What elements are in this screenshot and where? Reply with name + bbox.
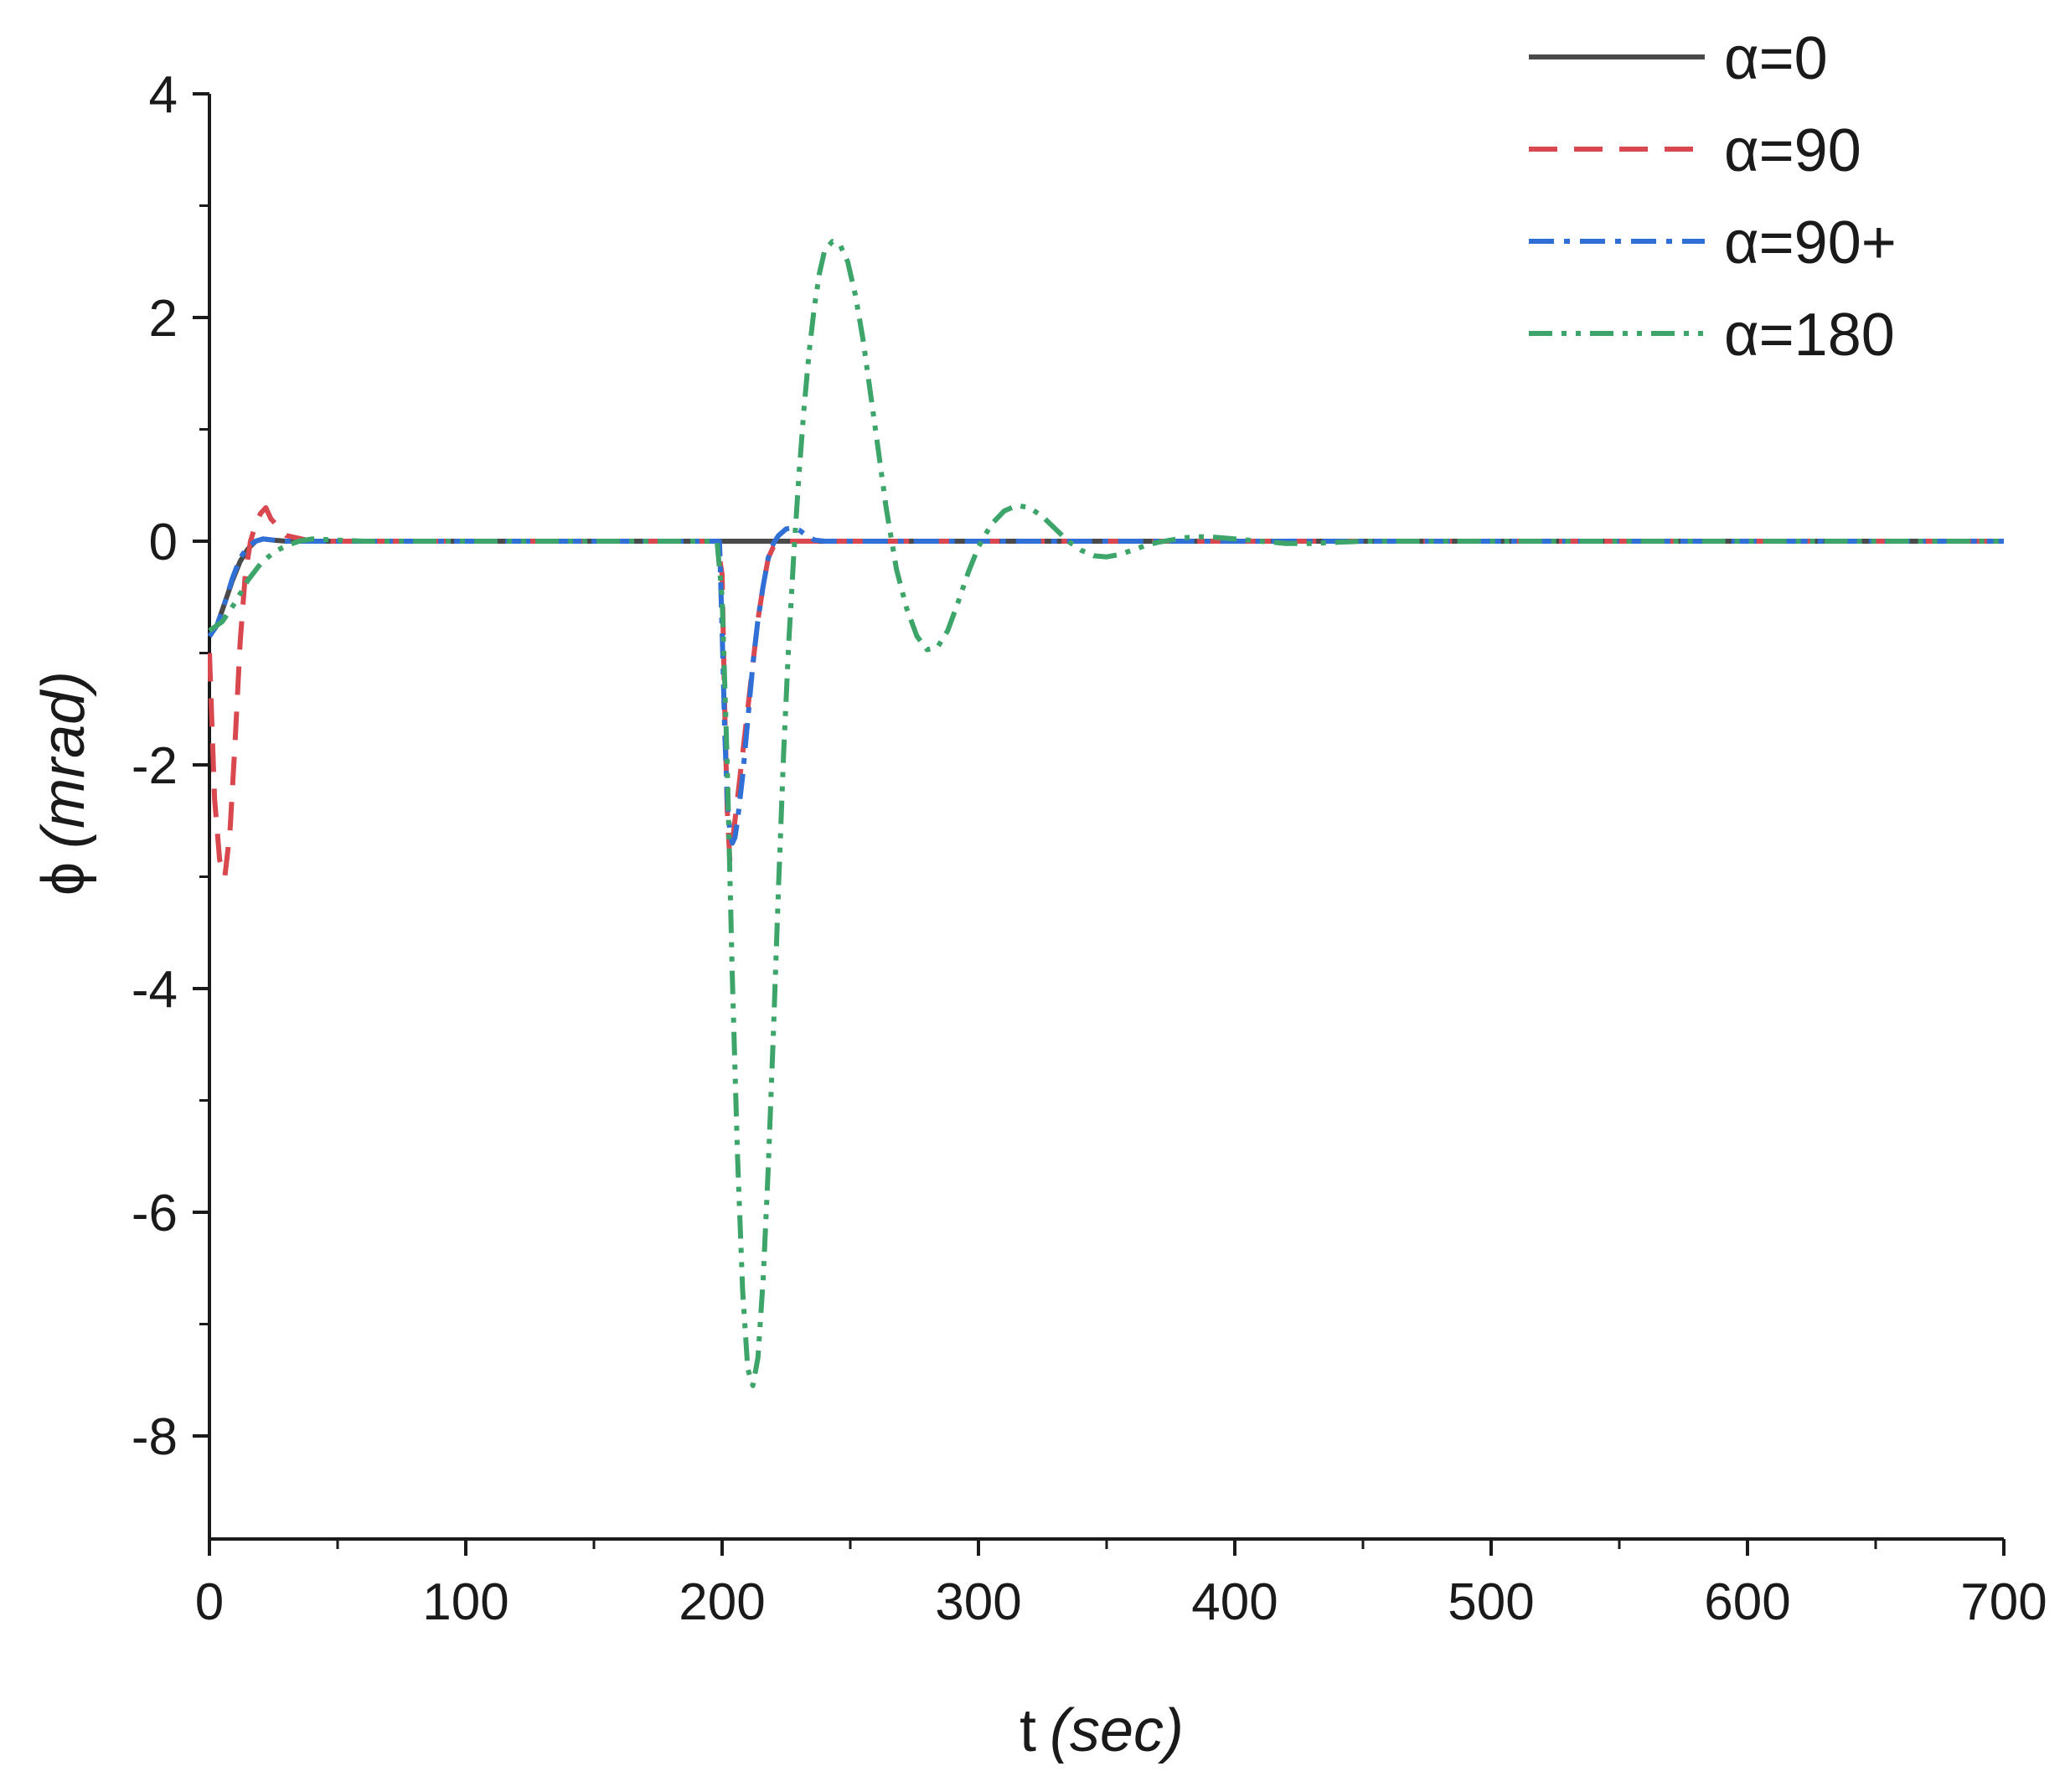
x-tick-label: 200 xyxy=(679,1573,765,1631)
legend-label: α=0 xyxy=(1724,25,1828,92)
legend-label: α=90+ xyxy=(1724,209,1897,276)
x-tick-label: 700 xyxy=(1960,1573,2047,1631)
y-tick-label: 4 xyxy=(149,66,178,124)
y-ticks: 4 2 0 -2 -4 -6 -8 xyxy=(132,66,209,1466)
legend-item: α=90+ xyxy=(1529,209,1897,276)
y-axis-title-unit: (mrad) xyxy=(30,671,97,849)
y-tick-label: -2 xyxy=(132,737,178,795)
x-axis-title: t (sec) xyxy=(1020,1697,1184,1764)
y-axis-title: ϕ (mrad) xyxy=(30,671,97,896)
x-tick-label: 300 xyxy=(935,1573,1021,1631)
series-line-2 xyxy=(208,525,2004,846)
legend-label: α=90 xyxy=(1724,117,1861,184)
x-tick-label: 0 xyxy=(195,1573,224,1631)
x-tick-label: 500 xyxy=(1448,1573,1534,1631)
y-tick-label: -8 xyxy=(132,1408,178,1466)
legend-item: α=0 xyxy=(1529,25,1828,92)
y-tick-label: 0 xyxy=(149,514,178,571)
series-line-1 xyxy=(208,505,2004,880)
x-tick-label: 100 xyxy=(422,1573,508,1631)
x-ticks: 0 100 200 300 400 500 600 700 xyxy=(195,1539,2047,1631)
x-axis-title-unit: (sec) xyxy=(1050,1697,1184,1764)
legend-item: α=180 xyxy=(1529,302,1895,369)
y-tick-label: -4 xyxy=(132,961,178,1019)
y-axis-title-main: ϕ xyxy=(30,862,97,896)
y-tick-label: 2 xyxy=(149,290,178,348)
x-tick-label: 600 xyxy=(1704,1573,1790,1631)
series-layer xyxy=(208,239,2004,1388)
y-tick-label: -6 xyxy=(132,1185,178,1242)
series-line-3 xyxy=(208,239,2004,1388)
legend-item: α=90 xyxy=(1529,117,1861,184)
x-tick-label: 400 xyxy=(1191,1573,1278,1631)
x-axis-title-main: t xyxy=(1020,1697,1036,1764)
legend: α=0 α=90 α=90+ α=180 xyxy=(1529,25,1897,369)
series-line-0 xyxy=(208,536,2004,638)
legend-label: α=180 xyxy=(1724,302,1895,369)
